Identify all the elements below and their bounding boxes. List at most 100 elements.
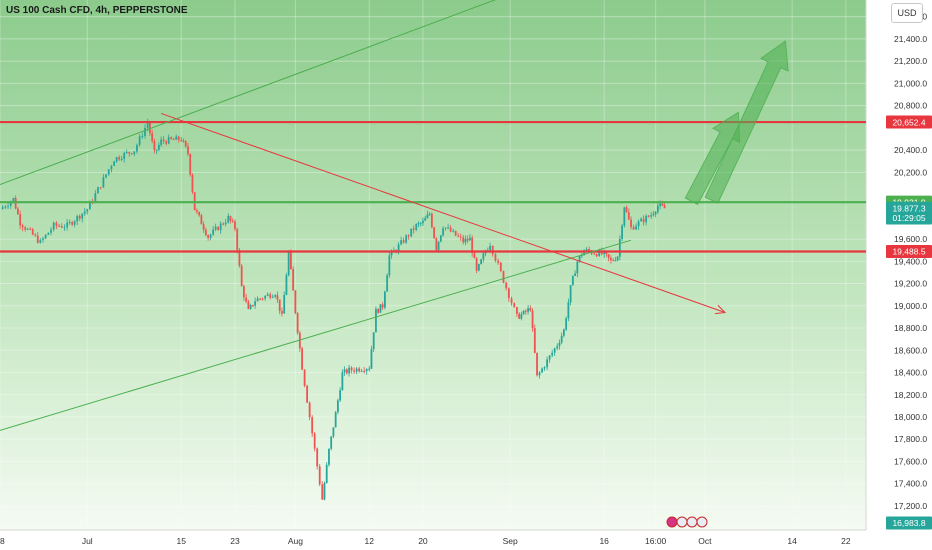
price-tag-label: 19,877.3 bbox=[892, 203, 925, 213]
event-marker-icon[interactable] bbox=[696, 516, 708, 528]
candle-body bbox=[494, 254, 497, 261]
trend-line[interactable] bbox=[0, 239, 632, 431]
projection-arrow[interactable] bbox=[704, 40, 789, 204]
candle-body bbox=[345, 369, 348, 374]
candle-body bbox=[318, 466, 321, 485]
candle-body bbox=[595, 254, 598, 257]
candle-body bbox=[381, 304, 384, 308]
symbol-title[interactable]: US 100 Cash CFD, 4h, PEPPERSTONE bbox=[6, 5, 188, 16]
currency-button[interactable]: USD bbox=[891, 3, 923, 23]
candle-body bbox=[410, 228, 413, 237]
candle-body bbox=[21, 225, 24, 228]
time-tick-label: 20 bbox=[418, 536, 428, 546]
event-marker-icon[interactable] bbox=[676, 516, 688, 528]
candle-body bbox=[484, 251, 487, 254]
candle-body bbox=[187, 146, 189, 155]
candle-body bbox=[522, 310, 525, 315]
candle-body bbox=[115, 157, 118, 162]
candle-body bbox=[196, 210, 198, 212]
candle-body bbox=[407, 235, 410, 237]
candle-body bbox=[609, 257, 612, 261]
candle-body bbox=[433, 227, 436, 239]
candle-body bbox=[428, 213, 431, 215]
candle-body bbox=[330, 436, 333, 449]
candle-body bbox=[256, 298, 259, 302]
candle-body bbox=[533, 328, 536, 353]
candle-body bbox=[276, 295, 279, 300]
candle-body bbox=[386, 275, 389, 292]
time-axis: 18 Jul 15 23 Aug 12 20 Sep 16 16:00 Oct 14 22 bbox=[0, 536, 851, 546]
event-marker-icon[interactable] bbox=[686, 516, 698, 528]
candle-body bbox=[66, 222, 69, 228]
candle-body bbox=[160, 139, 163, 145]
candle-body bbox=[383, 291, 386, 308]
candle-body bbox=[661, 203, 664, 206]
event-marker-icon[interactable] bbox=[666, 516, 678, 528]
candle-body bbox=[212, 229, 215, 235]
candle-body bbox=[44, 234, 47, 239]
candle-body bbox=[157, 144, 160, 150]
time-tick-label: Aug bbox=[288, 536, 303, 546]
candle-body bbox=[415, 223, 418, 230]
candle-body bbox=[227, 216, 230, 223]
candle-body bbox=[162, 139, 165, 142]
candle-body bbox=[419, 223, 422, 225]
candle-body bbox=[339, 390, 342, 401]
candle-body bbox=[113, 161, 116, 166]
candle-body bbox=[1, 207, 4, 210]
candle-body bbox=[546, 359, 549, 368]
candle-body bbox=[249, 305, 252, 309]
candle-body bbox=[630, 219, 632, 228]
candle-body bbox=[94, 193, 97, 202]
candle-body bbox=[325, 464, 328, 484]
price-tick-label: 17,600.0 bbox=[894, 456, 927, 466]
candle-body bbox=[360, 370, 363, 372]
candle-body bbox=[42, 238, 44, 240]
price-tick-label: 21,200.0 bbox=[894, 56, 927, 66]
candle-body bbox=[198, 211, 201, 216]
candle-body bbox=[236, 229, 239, 251]
candle-body bbox=[68, 221, 71, 223]
candle-body bbox=[165, 141, 168, 144]
candle-body bbox=[238, 250, 241, 266]
time-tick-label: 16 bbox=[599, 536, 609, 546]
candle-body bbox=[560, 335, 563, 343]
candle-body bbox=[167, 137, 170, 144]
candle-body bbox=[202, 224, 205, 230]
candle-body bbox=[209, 234, 212, 238]
candle-body bbox=[659, 203, 662, 206]
candle-body bbox=[426, 214, 429, 219]
candle-body bbox=[313, 433, 316, 449]
candle-body bbox=[138, 136, 141, 145]
time-tick-label: 15 bbox=[177, 536, 187, 546]
event-markers[interactable] bbox=[666, 516, 708, 528]
candle-body bbox=[614, 260, 617, 262]
candle-body bbox=[99, 187, 102, 189]
candle-body bbox=[125, 152, 128, 154]
candle-body bbox=[598, 250, 601, 257]
candle-body bbox=[332, 427, 335, 437]
candle-body bbox=[473, 252, 476, 259]
price-tag-background bbox=[886, 115, 932, 129]
candle-body bbox=[12, 197, 15, 202]
price-tick-label: 20,400.0 bbox=[894, 145, 927, 155]
trend-line[interactable] bbox=[0, 0, 557, 186]
plot-background bbox=[0, 0, 866, 530]
candle-body bbox=[278, 299, 281, 311]
candle-body bbox=[58, 225, 60, 227]
candle-body bbox=[565, 318, 568, 330]
candle-body bbox=[437, 241, 440, 251]
candle-body bbox=[29, 228, 32, 230]
candle-body bbox=[146, 122, 149, 128]
trend-line[interactable] bbox=[160, 112, 726, 313]
price-tag: 20,652.4 bbox=[886, 115, 932, 129]
candle-body bbox=[180, 140, 183, 142]
candle-body bbox=[144, 127, 146, 136]
candle-body bbox=[14, 197, 17, 209]
candle-body bbox=[358, 368, 361, 372]
candle-body bbox=[480, 259, 483, 265]
price-axis-panel bbox=[866, 0, 932, 550]
candle-body bbox=[527, 308, 530, 312]
candle-body bbox=[576, 261, 579, 274]
